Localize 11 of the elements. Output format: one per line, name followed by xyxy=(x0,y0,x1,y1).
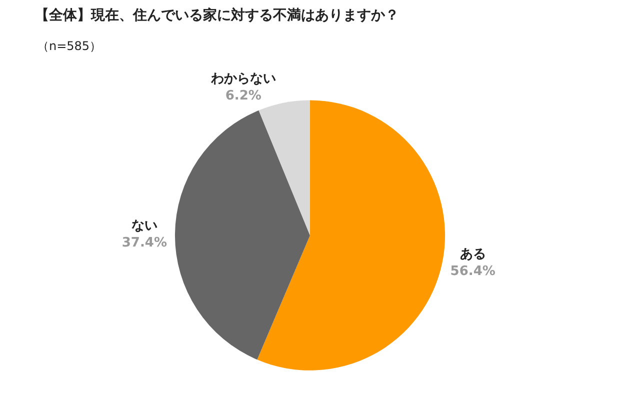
chart-subtitle: （n=585） xyxy=(37,39,102,53)
slice-label: わからない xyxy=(210,72,276,87)
slice-label: ある xyxy=(460,247,486,262)
data-label: 56.4% xyxy=(450,264,496,279)
slice-label: ない xyxy=(131,218,158,234)
data-label: 6.2% xyxy=(225,88,262,104)
pie-slice xyxy=(175,110,310,360)
pie-slice xyxy=(258,100,310,236)
data-label: 37.4% xyxy=(122,235,167,250)
chart-title: 【全体】現在、住んでいる家に対する不満はありますか？ xyxy=(35,6,399,24)
pie-slice xyxy=(257,100,445,370)
